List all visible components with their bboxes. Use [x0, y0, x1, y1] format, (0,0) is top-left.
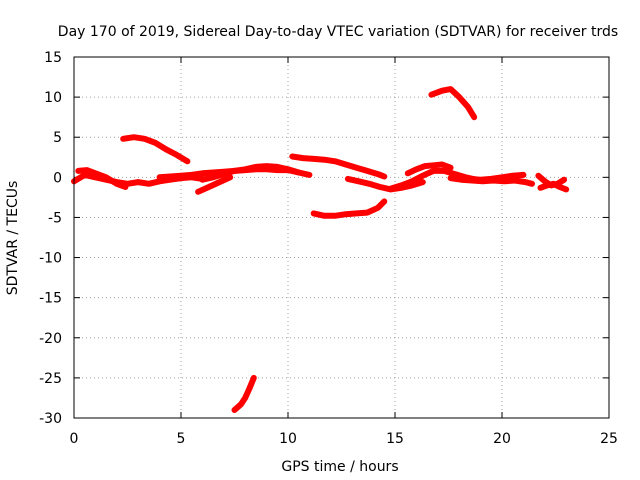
x-tick-label: 25	[600, 431, 618, 447]
axis-ticks	[73, 56, 610, 419]
series-arc-13	[428, 86, 478, 121]
plot-frame	[73, 56, 610, 419]
y-tick-labels: -30 -25 -20 -15 -10 -5 0 5 10 15	[39, 50, 62, 427]
y-tick-label: 15	[44, 50, 62, 66]
grid-lines	[74, 57, 609, 418]
series-arc-10	[344, 175, 426, 193]
y-axis-label: SDTVAR / TECUs	[5, 181, 21, 296]
series-arc-8	[289, 153, 388, 180]
series-arc-9	[310, 198, 388, 219]
series-arc-7	[231, 374, 257, 413]
x-tick-labels: 0 5 10 15 20 25	[70, 431, 618, 447]
y-tick-label: 10	[44, 90, 62, 106]
x-tick-label: 10	[279, 431, 297, 447]
y-tick-label: 5	[53, 130, 62, 146]
chart-title: Day 170 of 2019, Sidereal Day-to-day VTE…	[58, 24, 618, 40]
y-tick-label: -20	[39, 331, 62, 347]
x-axis-label: GPS time / hours	[281, 459, 398, 475]
y-tick-label: -15	[39, 291, 62, 307]
series-arc-2	[75, 167, 129, 190]
y-tick-label: -30	[39, 411, 62, 427]
series-arc-17	[537, 180, 570, 193]
data-series	[71, 86, 570, 413]
series-arc-15	[456, 171, 527, 183]
x-tick-label: 0	[70, 431, 79, 447]
y-tick-label: -25	[39, 371, 62, 387]
y-tick-label: 0	[53, 170, 62, 186]
x-tick-label: 15	[386, 431, 404, 447]
series-arc-3	[120, 134, 191, 165]
series-arc-6	[199, 163, 302, 183]
series-arc-5	[195, 174, 234, 195]
y-tick-label: -5	[48, 210, 62, 226]
y-tick-label: -10	[39, 251, 62, 267]
x-tick-label: 5	[177, 431, 186, 447]
series-arc-12	[404, 161, 454, 177]
x-tick-label: 20	[493, 431, 511, 447]
